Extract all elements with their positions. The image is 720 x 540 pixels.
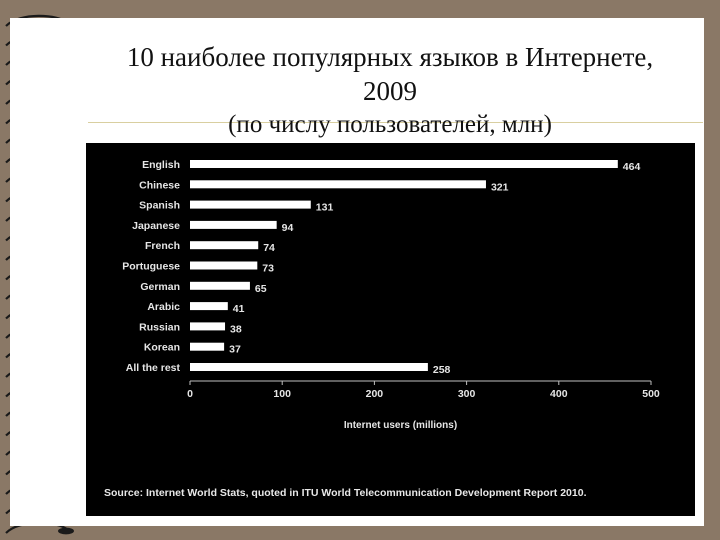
bar bbox=[190, 241, 259, 250]
bar-chart: English 464 Chinese 321 Spanish 131 Japanese 94… bbox=[122, 159, 660, 431]
data-label: 94 bbox=[282, 222, 294, 234]
x-axis-title: Internet users (millions) bbox=[344, 420, 457, 431]
bar bbox=[190, 281, 250, 290]
data-label: 41 bbox=[233, 303, 245, 315]
bar bbox=[190, 160, 618, 168]
bar bbox=[190, 342, 225, 351]
category-label: All the rest bbox=[126, 362, 181, 374]
bar bbox=[190, 180, 486, 189]
bar bbox=[190, 261, 258, 270]
category-label: Chinese bbox=[139, 179, 180, 191]
data-label: 74 bbox=[263, 242, 275, 254]
bar bbox=[190, 220, 277, 229]
title-divider bbox=[88, 122, 703, 123]
data-label: 65 bbox=[255, 283, 267, 295]
x-tick-label: 400 bbox=[550, 388, 568, 400]
data-label: 464 bbox=[623, 161, 641, 173]
category-label: Russian bbox=[139, 321, 180, 333]
data-label: 131 bbox=[316, 202, 334, 214]
x-tick-label: 100 bbox=[273, 388, 291, 400]
source-note: Source: Internet World Stats, quoted in … bbox=[104, 487, 587, 499]
chart-panel: English 464 Chinese 321 Spanish 131 Japanese 94… bbox=[86, 143, 695, 516]
bar bbox=[190, 200, 311, 209]
binding-hole bbox=[58, 527, 74, 535]
slide-subtitle: (по числу пользователей, млн) bbox=[228, 111, 552, 138]
x-tick-label: 300 bbox=[458, 388, 476, 400]
slide-title: 10 наиболее популярных языков в Интернет… bbox=[126, 42, 654, 106]
category-label: French bbox=[145, 240, 180, 252]
x-tick-label: 500 bbox=[642, 388, 660, 400]
category-label: German bbox=[140, 281, 180, 293]
bar bbox=[190, 302, 228, 311]
bar bbox=[190, 363, 428, 371]
data-label: 258 bbox=[433, 364, 451, 376]
category-label: Spanish bbox=[139, 200, 180, 212]
category-label: Arabic bbox=[147, 301, 180, 313]
bar bbox=[190, 322, 226, 331]
data-label: 38 bbox=[230, 323, 242, 335]
category-label: Portuguese bbox=[122, 261, 180, 273]
category-label: English bbox=[142, 159, 180, 171]
data-label: 321 bbox=[491, 181, 509, 193]
data-label: 73 bbox=[262, 263, 274, 275]
category-label: Korean bbox=[144, 342, 180, 354]
category-label: Japanese bbox=[132, 220, 180, 232]
x-tick-label: 200 bbox=[366, 388, 384, 400]
x-tick-label: 0 bbox=[187, 388, 193, 400]
data-label: 37 bbox=[229, 344, 241, 356]
